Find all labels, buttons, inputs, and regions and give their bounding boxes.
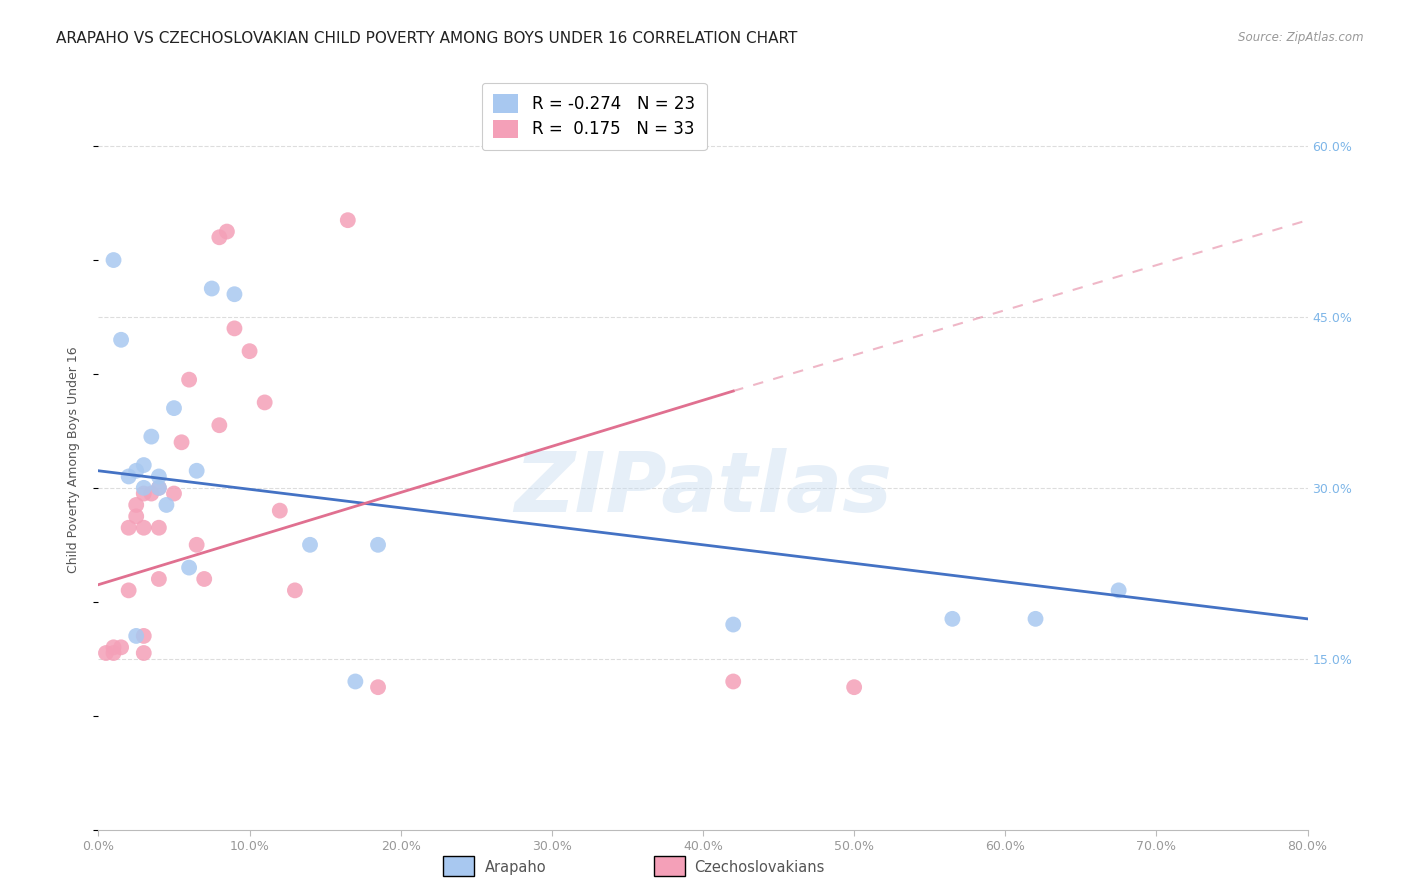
Point [179, 560, 201, 574]
Point [179, 373, 201, 387]
Point [723, 617, 745, 632]
Text: Czechoslovakians: Czechoslovakians [695, 860, 825, 874]
Point [118, 469, 141, 483]
Point [224, 321, 246, 335]
Point [253, 395, 276, 409]
Point [193, 572, 215, 586]
Point [163, 401, 186, 416]
Text: Source: ZipAtlas.com: Source: ZipAtlas.com [1239, 31, 1364, 45]
Text: ARAPAHO VS CZECHOSLOVAKIAN CHILD POVERTY AMONG BOYS UNDER 16 CORRELATION CHART: ARAPAHO VS CZECHOSLOVAKIAN CHILD POVERTY… [56, 31, 797, 46]
Point [941, 612, 963, 626]
Point [186, 538, 208, 552]
Legend: R = -0.274   N = 23, R =  0.175   N = 33: R = -0.274 N = 23, R = 0.175 N = 33 [482, 83, 707, 150]
Point [155, 498, 177, 512]
Point [110, 640, 132, 655]
Point [148, 481, 170, 495]
Point [844, 680, 866, 694]
Point [170, 435, 193, 450]
Point [367, 680, 389, 694]
Point [148, 469, 170, 483]
Point [103, 646, 125, 660]
Point [110, 333, 132, 347]
Point [132, 646, 155, 660]
Point [148, 572, 170, 586]
Point [201, 281, 224, 295]
Point [132, 481, 155, 495]
Point [141, 429, 163, 443]
Point [125, 464, 148, 478]
Point [186, 464, 208, 478]
Point [148, 521, 170, 535]
Point [141, 486, 163, 500]
Point [208, 418, 231, 433]
Y-axis label: Child Poverty Among Boys Under 16: Child Poverty Among Boys Under 16 [66, 346, 80, 573]
Point [132, 629, 155, 643]
Point [284, 583, 307, 598]
Point [269, 503, 291, 517]
Point [1024, 612, 1046, 626]
Point [239, 344, 262, 359]
Text: Arapaho: Arapaho [485, 860, 547, 874]
Point [344, 674, 367, 689]
Point [163, 486, 186, 500]
Point [125, 629, 148, 643]
Point [125, 498, 148, 512]
Point [208, 230, 231, 244]
Point [148, 481, 170, 495]
Point [1108, 583, 1130, 598]
Point [125, 509, 148, 524]
Text: ZIPatlas: ZIPatlas [515, 449, 891, 530]
Point [132, 486, 155, 500]
Point [103, 253, 125, 268]
Point [132, 458, 155, 472]
Point [336, 213, 359, 227]
Point [224, 287, 246, 301]
Point [215, 225, 238, 239]
Point [94, 646, 117, 660]
Point [132, 521, 155, 535]
Point [299, 538, 322, 552]
Point [118, 521, 141, 535]
Point [103, 640, 125, 655]
Point [723, 674, 745, 689]
Point [367, 538, 389, 552]
Point [118, 583, 141, 598]
